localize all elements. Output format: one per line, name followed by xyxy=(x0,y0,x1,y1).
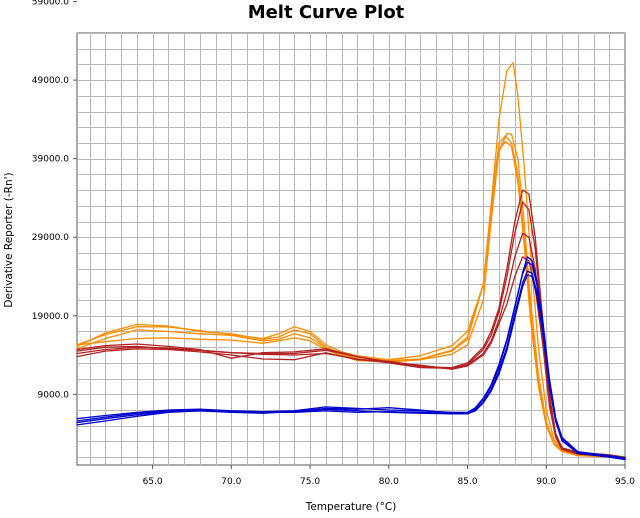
series-group xyxy=(76,62,626,461)
grid xyxy=(77,33,626,465)
x-tick-label: 70.0 xyxy=(221,477,241,487)
series-line-blue-4 xyxy=(76,274,626,461)
x-tick-label: 90.0 xyxy=(536,477,556,487)
x-tick-label: 65.0 xyxy=(143,477,163,487)
x-tick-label: 80.0 xyxy=(379,477,399,487)
y-tick-label: 39000.0 xyxy=(32,155,69,165)
y-axis-ticks: 9000.0 19000.0 29000.0 39000.0 49000.0 59000.… xyxy=(32,0,77,400)
y-tick-label: 9000.0 xyxy=(38,390,70,400)
x-axis-label: Temperature (°C) xyxy=(305,501,397,513)
x-axis-ticks: 65.0 70.0 75.0 80.0 85.0 90.0 95.0 xyxy=(143,465,635,487)
y-axis-label: Derivative Reporter (-Rn') xyxy=(3,172,15,307)
x-tick-label: 95.0 xyxy=(615,477,635,487)
series-line-orange-4 xyxy=(76,140,626,460)
chart-title: Melt Curve Plot xyxy=(248,2,405,23)
y-tick-label: 19000.0 xyxy=(32,312,69,322)
y-tick-label: 49000.0 xyxy=(32,76,69,86)
x-tick-label: 85.0 xyxy=(458,477,478,487)
series-line-red-4 xyxy=(76,256,626,459)
x-tick-label: 75.0 xyxy=(300,477,320,487)
y-tick-label: 59000.0 xyxy=(32,0,69,8)
y-tick-label: 29000.0 xyxy=(32,233,69,243)
